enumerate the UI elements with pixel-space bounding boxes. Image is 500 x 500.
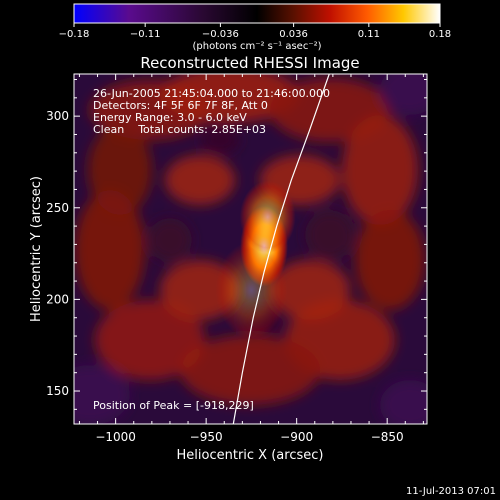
x-axis-label: Heliocentric X (arcsec): [177, 448, 324, 463]
emission-source: [239, 180, 296, 254]
annotation-line: Energy Range: 3.0 - 6.0 keV: [93, 111, 247, 124]
x-tick-label: −1000: [95, 430, 136, 444]
y-tick-label: 150: [46, 384, 69, 398]
y-tick-label: 250: [46, 201, 69, 215]
annotation-line: 26-Jun-2005 21:45:04.000 to 21:46:00.000: [93, 87, 330, 100]
colorbar-tick-label: −0.036: [202, 29, 239, 40]
footer-date: 11-Jul-2013 07:01: [406, 486, 496, 497]
peak-position-label: Position of Peak = [-918,229]: [93, 399, 254, 412]
y-axis: 150 200 250 300: [46, 78, 427, 410]
colorbar-tick-label: 0.11: [358, 29, 380, 40]
colorbar-tick-label: −0.18: [59, 29, 90, 40]
colorbar-tick-label: −0.11: [130, 29, 161, 40]
x-tick-label: −950: [190, 430, 223, 444]
colorbar: [73, 3, 441, 24]
annotation-block: 26-Jun-2005 21:45:04.000 to 21:46:00.000…: [93, 87, 330, 136]
chart-title: Reconstructed RHESSI Image: [140, 54, 359, 72]
emission-source: [215, 241, 288, 339]
heatmap-image: [74, 74, 427, 424]
colorbar-tick-label: 0.18: [429, 29, 451, 40]
annotation-line: Clean Total counts: 2.85E+03: [93, 123, 266, 136]
y-tick-label: 300: [46, 109, 69, 123]
colorbar-unit-label: (photons cm⁻² s⁻¹ asec⁻²): [192, 41, 321, 52]
solar-limb-line: [232, 74, 330, 424]
x-axis: −1000 −950 −900 −850: [78, 74, 424, 444]
x-tick-label: −850: [371, 430, 404, 444]
colorbar-ticks: −0.18 −0.11 −0.036 0.036 0.11 0.18: [59, 23, 451, 40]
y-tick-label: 200: [46, 292, 69, 306]
annotation-line: Detectors: 4F 5F 6F 7F 8F, Att 0: [93, 99, 268, 112]
plot-frame: [73, 73, 428, 425]
x-tick-label: −900: [280, 430, 313, 444]
colorbar-tick-label: 0.036: [279, 29, 308, 40]
y-axis-label: Heliocentric Y (arcsec): [29, 176, 44, 322]
